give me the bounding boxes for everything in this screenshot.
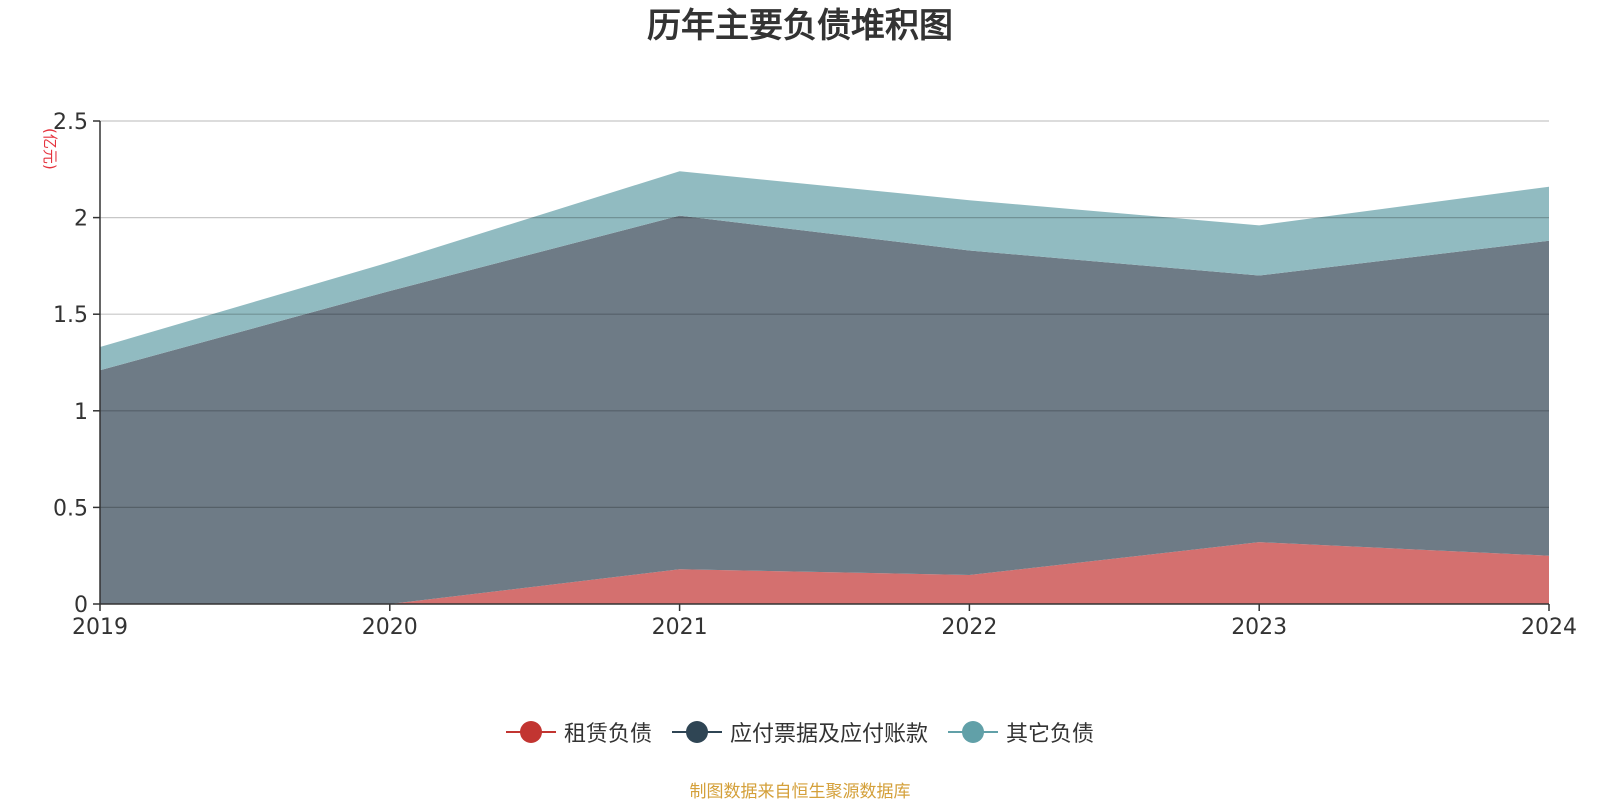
area-series-1 xyxy=(100,542,1549,604)
y-tick-label-2.5: 2.5 xyxy=(53,110,88,135)
chart-title: 历年主要负债堆积图 xyxy=(647,6,953,46)
x-tick-label-2023: 2023 xyxy=(1231,615,1287,640)
legend-marker-icon xyxy=(505,718,556,746)
x-tick-label-2024: 2024 xyxy=(1521,615,1577,640)
chart-legend: 租赁负债 应付票据及应付账款 其它负债 xyxy=(0,716,1600,748)
legend-marker-icon xyxy=(948,718,998,746)
legend-item-3[interactable]: 其它负债 xyxy=(948,716,1094,748)
y-tick-label-1: 1 xyxy=(74,400,88,425)
legend-dot xyxy=(685,721,708,743)
area-series-3 xyxy=(100,171,1549,371)
legend-label: 租赁负债 xyxy=(563,722,652,747)
legend-dot xyxy=(519,721,542,743)
legend-label: 其它负债 xyxy=(1006,722,1095,747)
legend-dot xyxy=(962,721,984,743)
legend-item-2[interactable]: 应付票据及应付账款 xyxy=(671,716,928,748)
y-tick-label-0.5: 0.5 xyxy=(53,496,88,521)
legend-label: 应付票据及应付账款 xyxy=(729,722,928,747)
x-tick-label-2019: 2019 xyxy=(72,615,128,640)
x-tick-label-2022: 2022 xyxy=(941,615,997,640)
y-tick-label-2: 2 xyxy=(74,207,88,232)
source-note: 制图数据来自恒生聚源数据库 xyxy=(689,782,911,800)
y-tick-label-0: 0 xyxy=(74,593,88,618)
x-tick-label-2020: 2020 xyxy=(362,615,418,640)
y-tick-label-1.5: 1.5 xyxy=(53,303,88,328)
legend-item-1[interactable]: 租赁负债 xyxy=(505,716,652,748)
legend-marker-icon xyxy=(671,718,722,746)
area-series-2 xyxy=(100,215,1549,604)
x-tick-label-2021: 2021 xyxy=(652,615,708,640)
